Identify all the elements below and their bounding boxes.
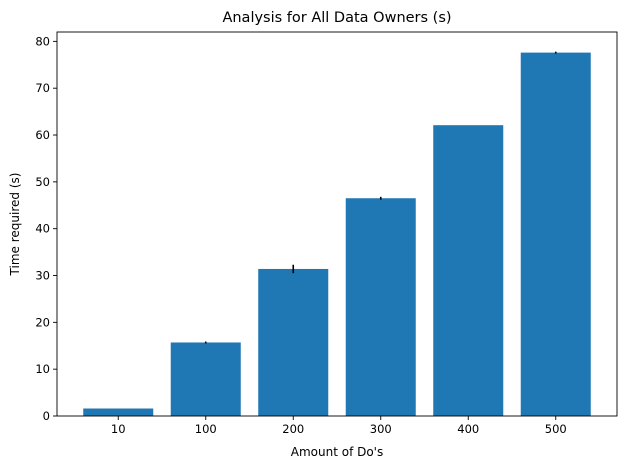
- bar-500: [520, 52, 591, 416]
- y-axis-label: Time required (s): [8, 173, 22, 277]
- y-tick-label: 50: [35, 175, 50, 189]
- x-tick-label: 300: [370, 422, 392, 436]
- x-tick-label: 200: [282, 422, 304, 436]
- x-axis-ticks: 10 100 200 300 400 500: [111, 416, 567, 436]
- y-tick-label: 10: [35, 362, 50, 376]
- y-tick-label: 60: [35, 128, 50, 142]
- bar-100: [170, 342, 241, 416]
- x-tick-label: 100: [195, 422, 217, 436]
- y-tick-label: 70: [35, 81, 50, 95]
- bar-10: [83, 408, 154, 416]
- y-tick-label: 20: [35, 315, 50, 329]
- y-tick-label: 0: [43, 409, 50, 423]
- y-tick-label: 30: [35, 269, 50, 283]
- plot-frame: [56, 31, 618, 417]
- x-tick-label: 400: [457, 422, 479, 436]
- error-bars-group: [204, 51, 557, 344]
- bar-200: [258, 268, 329, 416]
- y-axis-ticks: 0 10 20 30 40 50 60 70 80: [35, 34, 57, 423]
- bars-group: [83, 52, 591, 416]
- x-axis-label: Amount of Do's: [291, 445, 383, 459]
- x-tick-label: 10: [111, 422, 126, 436]
- chart-title: Analysis for All Data Owners (s): [222, 10, 451, 26]
- bar-300: [345, 198, 416, 416]
- y-tick-label: 40: [35, 222, 50, 236]
- x-tick-label: 500: [545, 422, 567, 436]
- y-tick-label: 80: [35, 34, 50, 48]
- bar-400: [433, 125, 504, 416]
